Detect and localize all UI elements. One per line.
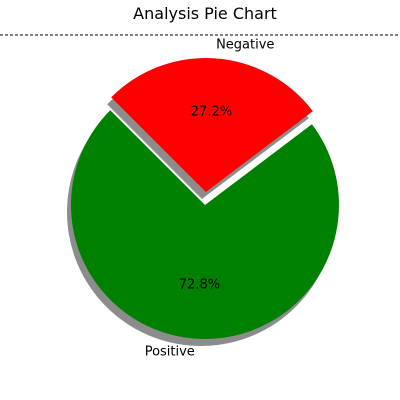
slice-percent-negative: 27.2%	[191, 104, 232, 119]
pie-slice-positive	[70, 110, 339, 340]
slice-percent-positive: 72.8%	[179, 278, 220, 293]
slice-label-positive: Positive	[145, 345, 195, 360]
slice-label-negative: Negative	[216, 37, 274, 52]
slices-layer	[66, 58, 339, 347]
pie-slice-negative	[111, 58, 313, 193]
labels-layer: Positive 72.8% Negative 27.2%	[145, 37, 275, 359]
chart-title: Analysis Pie Chart	[133, 4, 277, 23]
